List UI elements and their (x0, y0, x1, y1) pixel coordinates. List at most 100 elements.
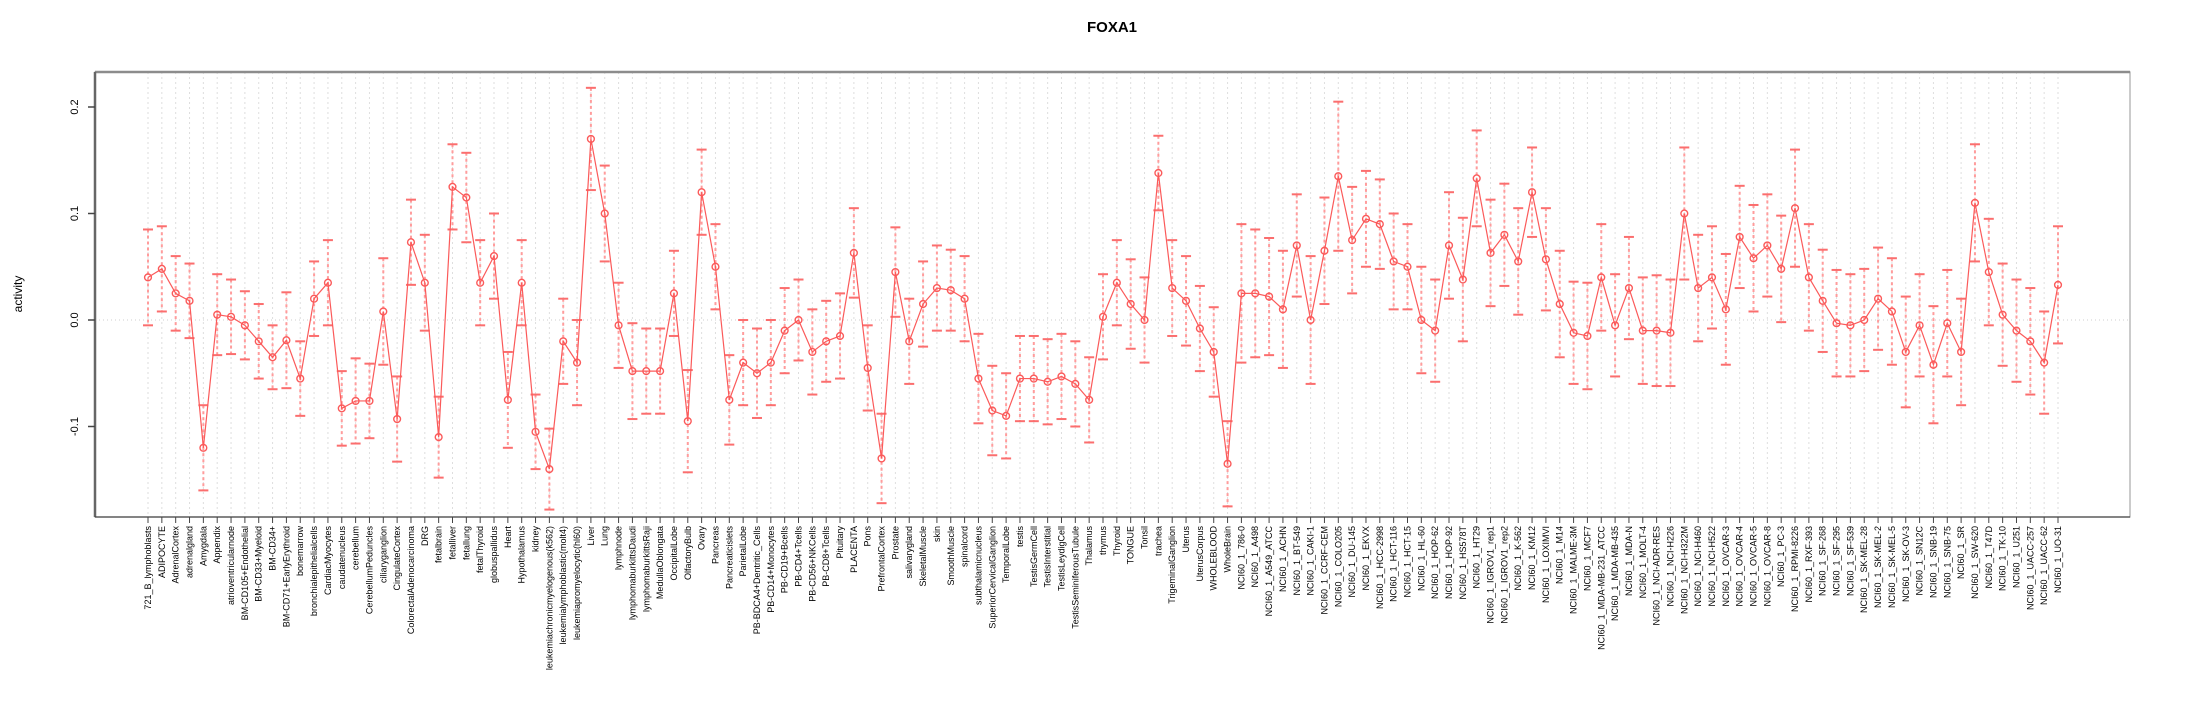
data-point (393, 414, 402, 424)
chart-title: FOXA1 (1087, 19, 1137, 36)
x-category-label: BM-CD34+ (268, 526, 278, 571)
x-category-label: NCI60_1_EKVX (1361, 526, 1371, 591)
x-category-label: Thyroid (1112, 526, 1122, 556)
error-bar (1347, 185, 1358, 295)
x-category-label: skin (932, 526, 942, 542)
x-category-label: Tonsil (1140, 526, 1150, 549)
data-point (1583, 331, 1592, 341)
data-point (365, 396, 374, 406)
x-category-label: NCI60_1_TK-10 (1998, 526, 2008, 591)
error-bar (1637, 276, 1648, 385)
data-point (656, 367, 665, 376)
error-bar (1540, 207, 1551, 312)
error-bar (1845, 273, 1856, 378)
error-bar (1416, 265, 1427, 375)
data-point (863, 363, 872, 373)
data-point (531, 427, 540, 436)
activity-line (147, 138, 2059, 470)
x-category-label: NCI60_1_SNB-75 (1942, 526, 1952, 598)
x-category-label: Hypothalamus (517, 526, 527, 584)
x-category-label: NCI60_1_SW-620 (1970, 526, 1980, 599)
x-category-label: NCI60_1_M14 (1555, 526, 1565, 584)
data-point (1680, 209, 1689, 218)
error-bar (2025, 287, 2036, 396)
x-category-label: MedullaOblongata (655, 526, 665, 599)
data-point (614, 321, 623, 330)
error-bar (1554, 249, 1565, 359)
data-point (1154, 168, 1163, 178)
data-point (503, 395, 512, 404)
error-bar (1969, 143, 1980, 263)
x-category-label: caudatenucleus (337, 526, 347, 590)
data-point (1943, 319, 1952, 328)
data-point (171, 289, 180, 298)
data-point (1915, 321, 1924, 330)
x-category-label: TestisLeydigCell (1056, 526, 1066, 591)
x-category-label: OccipitalLobe (669, 526, 679, 581)
x-category-label: NCI60_1_T47D (1984, 526, 1994, 589)
x-category-label: cerebellum (351, 526, 361, 570)
x-category-label: TrigeminalGanglion (1167, 526, 1177, 604)
data-point (1126, 299, 1135, 309)
x-category-label: NCI60_1_SK-OV-3 (1901, 526, 1911, 602)
x-category-label: BM-CD105+Endothelial (240, 526, 250, 620)
error-bar (945, 248, 956, 332)
data-point (1984, 267, 1993, 277)
error-bar (1914, 273, 1925, 378)
data-point (1777, 264, 1786, 273)
x-category-label: Heart (503, 526, 513, 549)
x-category-label: OlfactoryBulb (683, 526, 693, 580)
x-category-label: NCI60_1_SK-MEL-5 (1887, 526, 1897, 608)
data-point (240, 321, 249, 330)
error-bar (1444, 191, 1455, 300)
x-category-label: PB-CD14+Monocytes (766, 526, 776, 613)
x-category-label: NCI60_1_COLO205 (1333, 526, 1343, 607)
error-bar (1264, 236, 1275, 357)
data-point (296, 374, 305, 383)
data-point (1251, 289, 1260, 298)
x-category-label: trachea (1153, 526, 1163, 556)
error-bar (2011, 278, 2022, 383)
x-category-label: ParietalLobe (738, 526, 748, 577)
x-category-label: lymphomaburkittsRaji (641, 526, 651, 612)
y-tick-label: 0.0 (69, 312, 81, 327)
error-bar (1831, 268, 1842, 378)
data-point (1458, 275, 1467, 284)
x-category-label: Lung (600, 526, 610, 546)
data-point (1998, 310, 2007, 319)
x-category-label: TONGUE (1126, 526, 1136, 564)
data-point (1264, 292, 1274, 301)
data-point (545, 465, 554, 474)
data-point (2012, 326, 2021, 335)
error-bar (821, 299, 832, 383)
x-category-label: leukemialymphoblastic(molt4) (558, 526, 568, 645)
error-bar (1734, 184, 1745, 290)
error-bar (1776, 214, 1787, 324)
x-category-label: NCI60_1_BT-549 (1292, 526, 1302, 596)
error-bar (1610, 273, 1621, 378)
x-category-label: NCI60_1_CCRF-CEM (1319, 526, 1329, 615)
x-category-label: adrenalgland (185, 526, 195, 578)
x-category-label: NCI60_1_NCI-H226 (1665, 526, 1675, 607)
x-category-label: NCI60_1_PC-3 (1776, 526, 1786, 587)
x-category-label: SuperiorCervicalGanglion (987, 526, 997, 629)
error-bar (1291, 193, 1302, 298)
x-category-label: leukemiachronicmyelogenous(k562) (544, 526, 554, 670)
error-bar (1803, 223, 1814, 332)
data-point (1348, 236, 1357, 245)
x-category-label: BM-CD33+Myeloid (254, 526, 264, 602)
data-point (559, 337, 568, 346)
data-point (1597, 273, 1606, 282)
data-point (489, 252, 499, 261)
data-point (1002, 411, 1011, 420)
x-category-label: NCI60_1_RPMI-8226 (1790, 526, 1800, 612)
data-point (697, 188, 706, 197)
data-point (1624, 283, 1634, 293)
x-category-label: Prostate (890, 526, 900, 560)
error-bar (1430, 278, 1441, 383)
data-point (1417, 315, 1426, 325)
data-point (932, 283, 942, 293)
x-category-label: NCI60_1_MALME-3M (1569, 526, 1579, 614)
